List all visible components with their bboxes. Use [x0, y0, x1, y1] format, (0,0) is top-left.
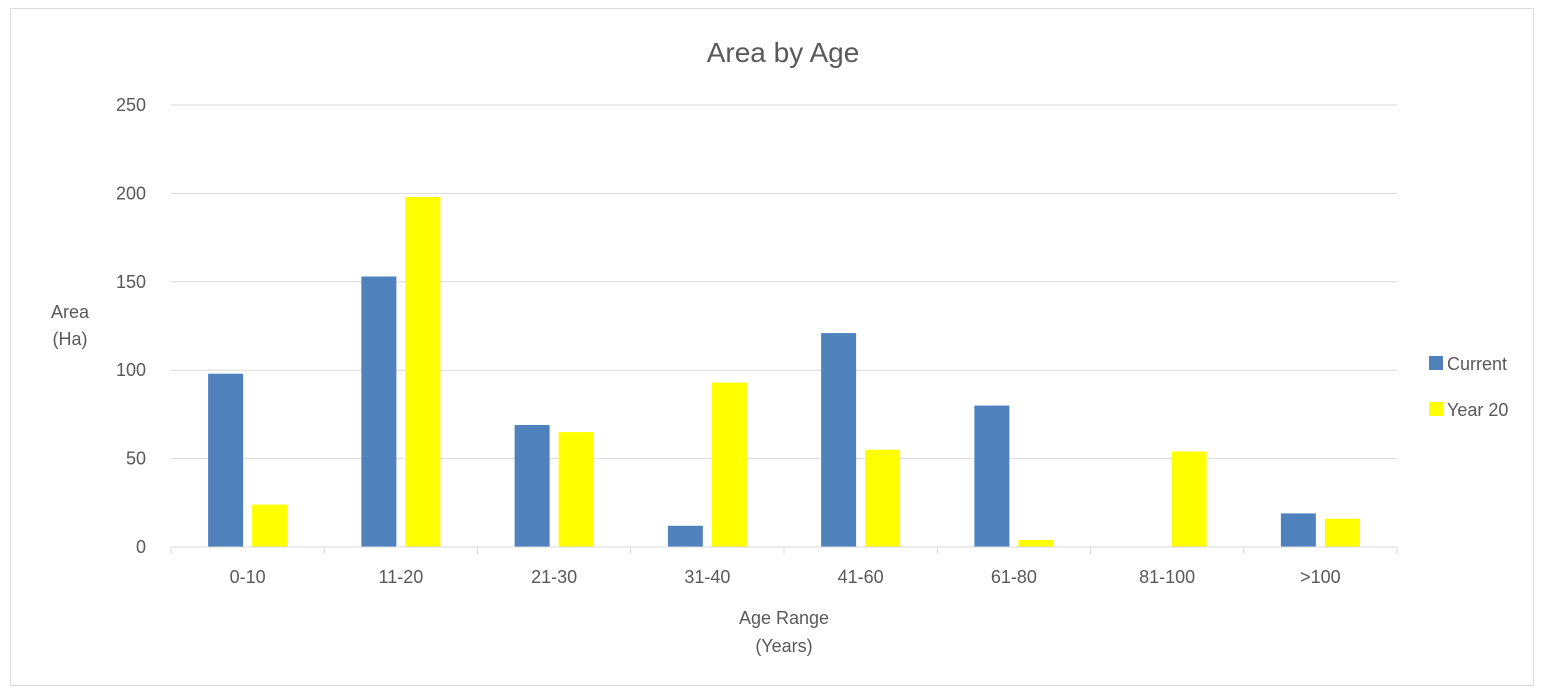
y-axis-label-line2: (Ha) [53, 329, 88, 349]
bar-year-20 [405, 196, 441, 547]
bar-year-20 [1171, 451, 1207, 547]
gridlines [171, 104, 1397, 460]
x-tick-label: 41-60 [838, 567, 884, 587]
y-axis-ticks: 0 50 100 150 200 250 [116, 95, 146, 557]
legend-swatch [1429, 402, 1443, 416]
bar-current [208, 373, 244, 547]
bar-current [1280, 513, 1316, 547]
y-axis-label-line1: Area [51, 302, 90, 322]
chart-title: Area by Age [707, 37, 860, 68]
y-tick-label: 100 [116, 360, 146, 380]
y-axis-label: Area (Ha) [51, 302, 90, 349]
x-tick-label: 81-100 [1139, 567, 1195, 587]
y-tick-label: 250 [116, 95, 146, 115]
bar-current [821, 333, 857, 547]
bar-year-20 [252, 504, 288, 547]
x-axis-label-line2: (Years) [755, 636, 812, 656]
bar-year-20 [865, 449, 901, 547]
bar-current [974, 405, 1010, 547]
y-tick-label: 150 [116, 272, 146, 292]
x-axis-label-line1: Age Range [739, 608, 829, 628]
x-tick-label: 31-40 [684, 567, 730, 587]
bar-year-20 [1018, 539, 1054, 547]
legend-label: Current [1447, 354, 1507, 374]
bar-year-20 [711, 382, 747, 547]
bars [208, 196, 1360, 547]
bar-year-20 [558, 432, 594, 547]
bar-current [667, 525, 703, 547]
x-axis: 0-10 11-20 21-30 31-40 41-60 61-80 81-100 >100 [170, 546, 1398, 587]
x-tick-label: 11-20 [379, 567, 424, 587]
bar-current [514, 425, 550, 547]
y-tick-label: 200 [116, 183, 146, 203]
legend: Current Year 20 [1429, 354, 1508, 420]
bar-year-20 [1324, 518, 1360, 547]
legend-swatch [1429, 356, 1443, 370]
x-tick-label: 21-30 [531, 567, 577, 587]
y-tick-label: 0 [136, 537, 146, 557]
legend-label: Year 20 [1447, 400, 1508, 420]
x-tick-label: >100 [1300, 567, 1341, 587]
x-axis-label: Age Range (Years) [739, 608, 829, 656]
y-tick-label: 50 [126, 449, 146, 469]
x-tick-label: 61-80 [991, 567, 1037, 587]
bar-current [361, 276, 397, 547]
x-tick-label: 0-10 [230, 567, 266, 587]
chart-frame [10, 8, 1534, 686]
